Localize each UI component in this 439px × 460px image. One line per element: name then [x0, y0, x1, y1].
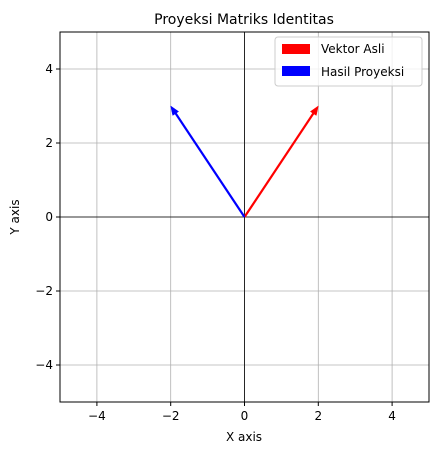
- legend-label-vektor-asli: Vektor Asli: [321, 42, 385, 56]
- y-tick-label: 0: [45, 210, 53, 224]
- y-tick-label: 2: [45, 136, 53, 150]
- x-tick-label: −4: [88, 409, 106, 423]
- legend: Vektor Asli Hasil Proyeksi: [274, 36, 423, 87]
- x-tick-label: 4: [388, 409, 396, 423]
- x-ticks: −4 −2 0 2 4: [88, 402, 396, 423]
- chart-title: Proyeksi Matriks Identitas: [154, 12, 334, 28]
- vector-head-hasil-proyeksi: [170, 105, 180, 116]
- x-tick-label: 0: [241, 409, 249, 423]
- vector-shaft-hasil-proyeksi: [174, 112, 246, 218]
- legend-swatch-vektor-asli: [282, 44, 310, 54]
- x-tick-label: 2: [314, 409, 322, 423]
- legend-label-hasil-proyeksi: Hasil Proyeksi: [321, 65, 404, 79]
- y-tick-label: −2: [35, 284, 53, 298]
- y-tick-label: −4: [35, 358, 53, 372]
- x-axis-label: X axis: [226, 430, 262, 444]
- x-tick-label: −2: [162, 409, 180, 423]
- legend-swatch-hasil-proyeksi: [282, 66, 310, 76]
- vectors: [170, 105, 319, 218]
- y-axis-label: Y axis: [8, 199, 22, 235]
- vector-shaft-vektor-asli: [243, 112, 315, 218]
- y-ticks: −4 −2 0 2 4: [35, 62, 60, 372]
- vector-head-vektor-asli: [309, 105, 319, 116]
- y-tick-label: 4: [45, 62, 53, 76]
- legend-box: [274, 36, 423, 87]
